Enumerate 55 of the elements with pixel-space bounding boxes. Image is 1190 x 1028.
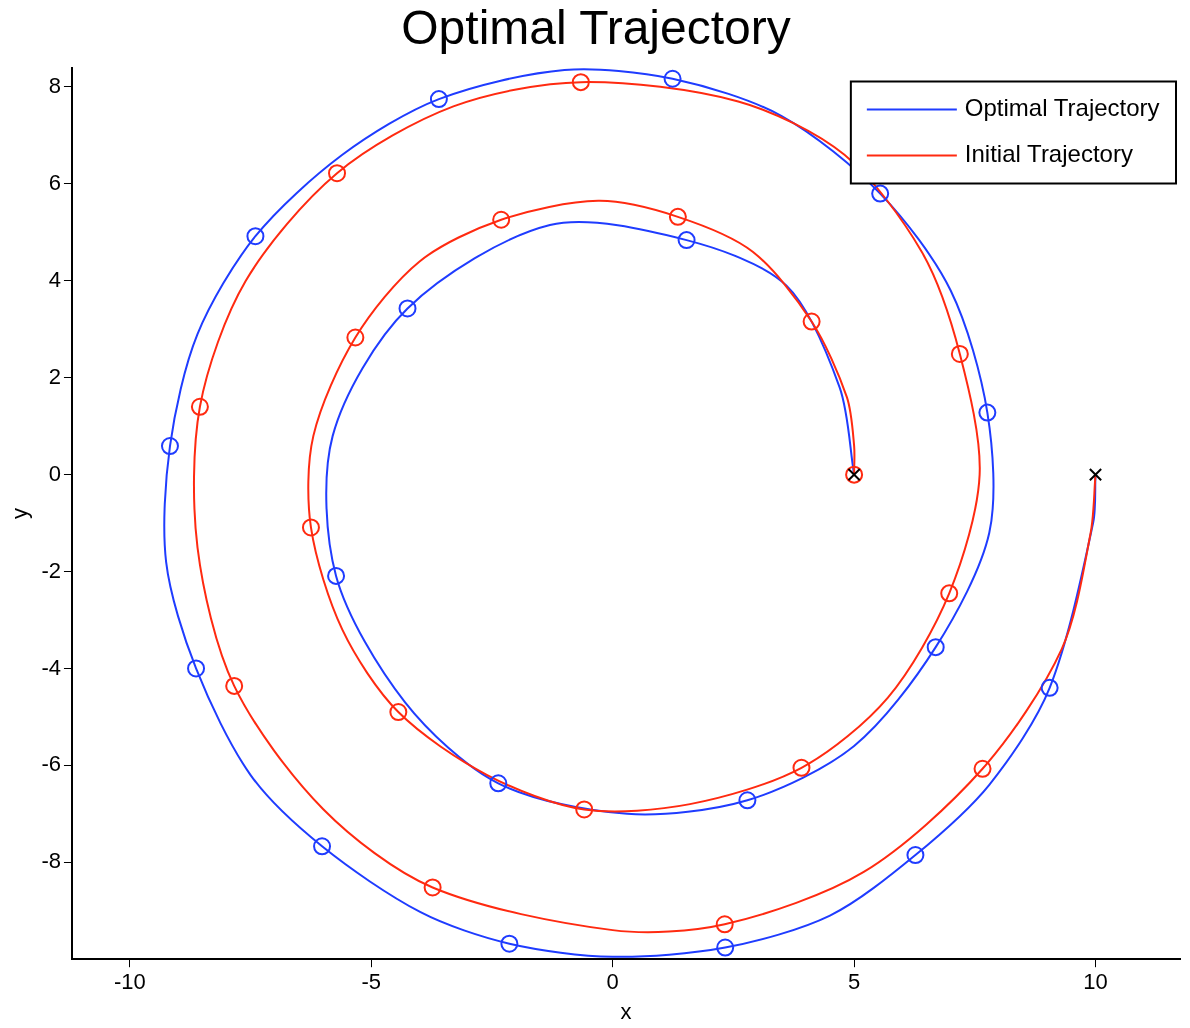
y-tick-label: 6 [48, 169, 61, 195]
point [715, 915, 734, 934]
x-tick-label: -10 [114, 969, 146, 995]
y-tick-label: -6 [41, 751, 61, 777]
point [940, 584, 959, 603]
x-tick-label: 10 [1083, 969, 1108, 995]
y-axis-title: y [7, 507, 33, 519]
y-tick-label: 2 [48, 363, 61, 389]
legend-label: Initial Trajectory [964, 140, 1133, 168]
point [327, 566, 346, 585]
y-tick-label: 4 [48, 266, 61, 292]
point [571, 73, 590, 92]
y-tick-label: 8 [48, 73, 61, 99]
point [716, 938, 735, 957]
point [190, 397, 209, 416]
x-tick-label: -5 [361, 969, 382, 995]
point [926, 638, 945, 657]
x-axis-title: x [620, 998, 632, 1024]
y-tick-label: -8 [41, 848, 61, 874]
point [346, 328, 365, 347]
point [187, 659, 206, 678]
y-tick-label: -2 [41, 557, 61, 583]
y-tick-label: -4 [41, 654, 61, 680]
point [575, 800, 594, 819]
x-tick-label: 5 [847, 969, 861, 995]
point [313, 837, 332, 856]
chart-title: Optimal Trajectory [401, 1, 791, 55]
point [871, 184, 890, 203]
point [802, 312, 821, 331]
point [677, 231, 696, 250]
point [792, 758, 811, 777]
point [398, 299, 417, 318]
legend-label: Optimal Trajectory [964, 94, 1160, 122]
y-tick-label: 0 [48, 460, 61, 486]
point [160, 437, 179, 456]
point [906, 846, 925, 865]
point [301, 518, 320, 537]
point [668, 207, 687, 226]
point [246, 227, 265, 246]
point [738, 791, 757, 810]
point [950, 344, 969, 363]
point [978, 403, 997, 422]
point [973, 759, 992, 778]
point [492, 210, 511, 229]
point [663, 69, 682, 88]
point [423, 878, 442, 897]
point [489, 774, 508, 793]
point [328, 164, 347, 183]
point [500, 934, 519, 953]
point [389, 703, 408, 722]
point [1088, 467, 1103, 482]
point [1040, 678, 1059, 697]
point [225, 676, 244, 695]
point [429, 90, 448, 109]
x-tick-label: 0 [606, 969, 619, 995]
